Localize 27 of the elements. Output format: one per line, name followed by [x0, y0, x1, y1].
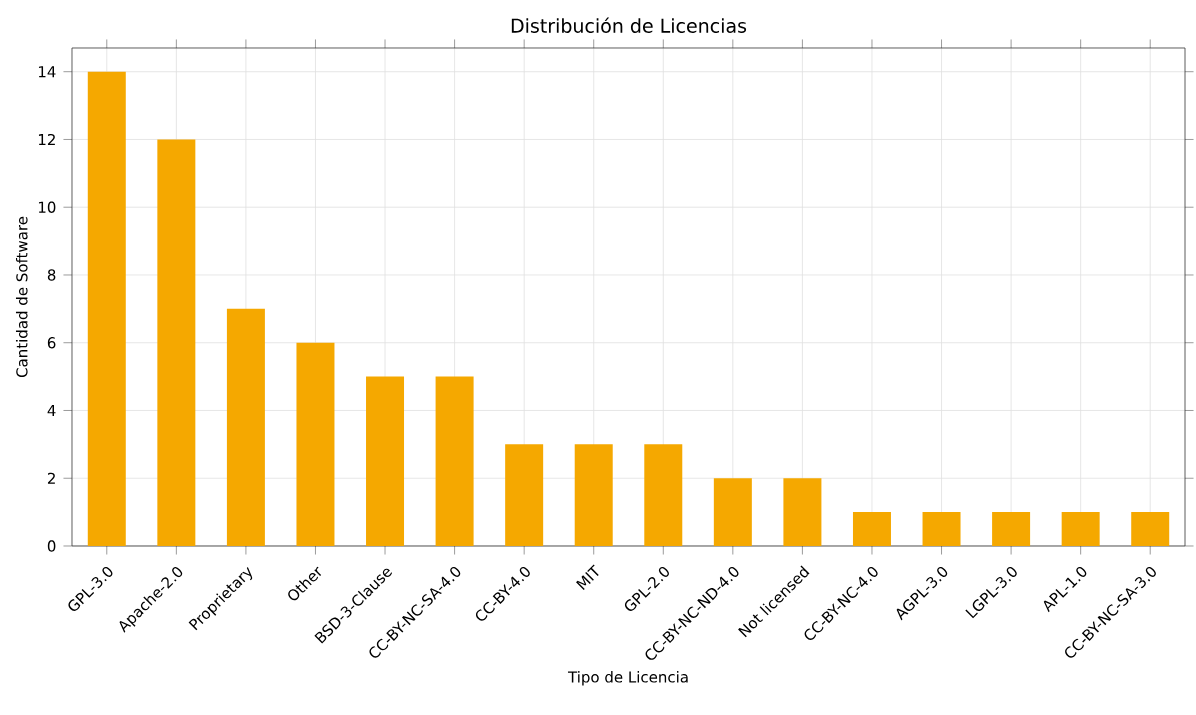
y-tick-label: 0	[47, 540, 56, 552]
y-tick-label: 12	[38, 133, 55, 146]
bar	[435, 376, 474, 546]
y-tick-label: 8	[47, 269, 56, 281]
bar	[505, 444, 544, 546]
bar	[226, 308, 265, 546]
y-tick-label: 4	[47, 405, 56, 416]
y-axis-title: Cantidad de Software	[15, 216, 28, 378]
bar	[992, 512, 1031, 546]
chart-title: Distribución de Licencias	[511, 17, 747, 33]
bar	[783, 478, 822, 546]
bar	[713, 478, 752, 546]
bar	[1131, 512, 1170, 546]
y-tick-label: 2	[47, 472, 55, 484]
bar	[87, 71, 126, 546]
bar	[366, 376, 405, 546]
bar	[1061, 512, 1100, 546]
bar	[157, 139, 196, 546]
y-tick-label: 10	[38, 201, 56, 213]
x-axis-title: Tipo de Licencia	[567, 671, 688, 686]
bar	[644, 444, 683, 546]
y-tick-label: 6	[47, 337, 56, 349]
bar	[574, 444, 613, 546]
bar	[296, 342, 335, 546]
bar	[922, 512, 961, 546]
bar	[852, 512, 891, 546]
y-tick-label: 14	[38, 66, 56, 78]
